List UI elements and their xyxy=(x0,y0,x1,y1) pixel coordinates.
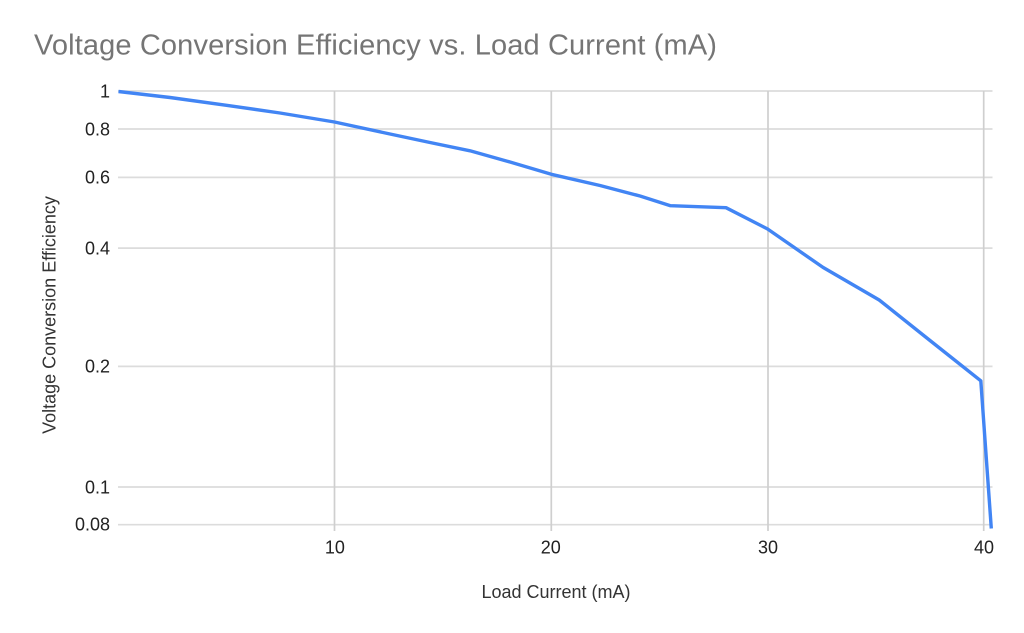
svg-text:Voltage Conversion Efficiency: Voltage Conversion Efficiency xyxy=(40,196,60,434)
svg-text:20: 20 xyxy=(541,537,561,557)
svg-text:0.2: 0.2 xyxy=(85,357,110,377)
svg-text:Load Current (mA): Load Current (mA) xyxy=(481,582,630,602)
svg-text:0.8: 0.8 xyxy=(85,119,110,139)
svg-text:0.6: 0.6 xyxy=(85,168,110,188)
svg-text:Voltage Conversion Efficiency: Voltage Conversion Efficiency vs. Load C… xyxy=(34,29,717,61)
svg-text:0.4: 0.4 xyxy=(85,238,110,258)
svg-text:0.08: 0.08 xyxy=(75,515,110,535)
svg-text:40: 40 xyxy=(974,537,994,557)
svg-text:30: 30 xyxy=(758,537,778,557)
svg-text:1: 1 xyxy=(100,81,110,101)
svg-text:0.1: 0.1 xyxy=(85,477,110,497)
svg-text:10: 10 xyxy=(325,537,345,557)
